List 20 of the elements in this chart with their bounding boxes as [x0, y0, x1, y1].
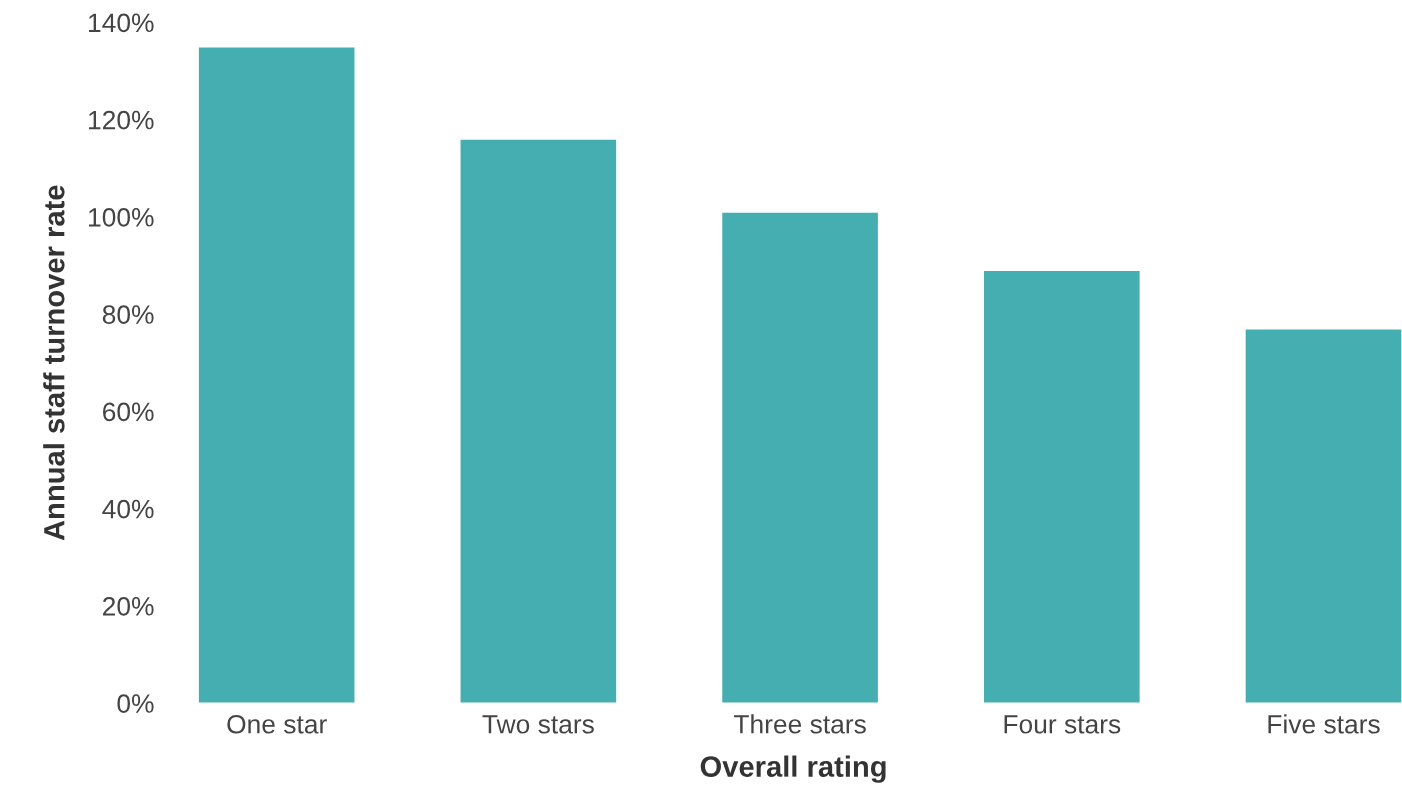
y-tick-label: 100%	[89, 208, 154, 227]
x-tick-label: Four stars	[1004, 715, 1121, 734]
y-tick-label: 20%	[103, 597, 154, 616]
x-tick-label: Two stars	[482, 715, 594, 734]
y-axis-title: Annual staff turnover rate	[43, 185, 65, 541]
bar	[459, 138, 618, 704]
bar	[1244, 328, 1402, 704]
bar	[197, 45, 356, 704]
y-tick-label: 80%	[102, 305, 154, 324]
y-tick-label: 140%	[89, 13, 154, 33]
y-tick-label: 40%	[102, 499, 154, 519]
x-tick-label: Five stars	[1268, 714, 1380, 734]
x-tick-label: Three stars	[733, 714, 866, 734]
y-tick-label: 0%	[117, 694, 154, 713]
bar	[720, 211, 880, 704]
y-tick-label: 60%	[103, 402, 154, 422]
y-tick-label: 120%	[89, 110, 154, 130]
x-tick-label: One star	[227, 714, 327, 734]
x-axis-title: Overall rating	[700, 755, 886, 783]
bar	[982, 269, 1141, 704]
